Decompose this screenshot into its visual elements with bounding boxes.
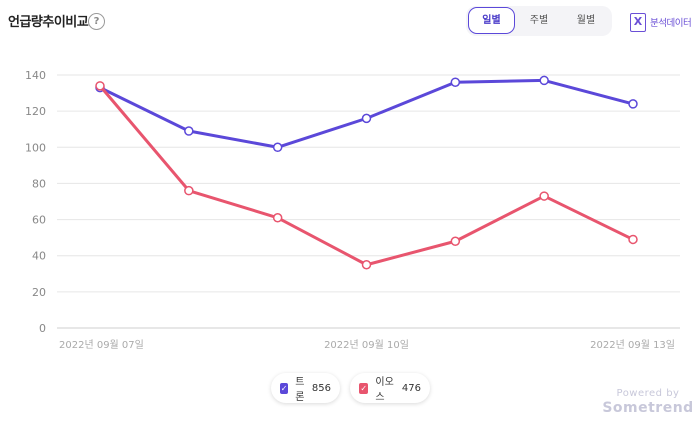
checkbox-icon: ✓ [280, 382, 289, 394]
data-point [272, 142, 283, 153]
brand-name: Sometrend [602, 400, 694, 416]
y-tick-label: 100 [25, 141, 46, 154]
analysis-data-label: 분석데이터 [650, 18, 692, 29]
period-tabs: 일별 주별 월별 [466, 6, 612, 36]
data-point [184, 185, 194, 196]
data-point [361, 260, 372, 270]
legend-item-tron[interactable]: ✓ 트론 856 [271, 373, 340, 403]
tab-weekly[interactable]: 주별 [529, 15, 549, 26]
y-tick-label: 140 [25, 69, 46, 82]
y-tick-label: 60 [32, 214, 46, 227]
chart-header: 언급량추이비교 ? 일별 주별 월별 X 분석데이터 [0, 0, 700, 44]
x-tick-label: 2022년 09월 07일 [59, 339, 144, 351]
checkbox-icon: ✓ [359, 382, 369, 394]
page-title: 언급량추이비교 [8, 15, 89, 30]
tab-monthly[interactable]: 월별 [576, 15, 596, 26]
series-line [98, 84, 635, 267]
y-tick-label: 120 [25, 105, 46, 118]
x-tick-label: 2022년 09월 13일 [590, 339, 675, 351]
data-point [361, 113, 372, 124]
y-axis: 0 20 40 60 80 100 120 140 [25, 69, 46, 335]
help-icon[interactable]: ? [88, 13, 105, 30]
legend-count: 856 [311, 382, 331, 394]
data-point [450, 236, 461, 247]
data-point [628, 234, 638, 245]
tab-daily[interactable]: 일별 [468, 7, 515, 34]
series-0 [95, 75, 638, 153]
legend-name: 이오스 [375, 377, 394, 403]
excel-icon: X [630, 12, 646, 32]
y-tick-label: 40 [32, 250, 46, 263]
y-tick-label: 20 [32, 286, 46, 299]
data-point [272, 213, 283, 223]
data-point [450, 77, 461, 87]
legend: ✓ 트론 856 ✓ 이오스 476 [0, 373, 700, 407]
series [95, 75, 638, 270]
data-point [539, 191, 549, 201]
powered-by-logo: Powered by Sometrend [598, 388, 698, 416]
y-tick-label: 0 [39, 322, 46, 335]
analysis-data-button[interactable]: X 분석데이터 [630, 11, 692, 33]
data-point [628, 99, 638, 109]
data-point [539, 75, 549, 86]
y-tick-label: 80 [32, 177, 46, 190]
data-point [95, 81, 105, 91]
legend-item-eos[interactable]: ✓ 이오스 476 [350, 373, 430, 403]
legend-name: 트론 [295, 377, 305, 403]
legend-count: 476 [401, 382, 421, 394]
x-tick-label: 2022년 09월 10일 [324, 339, 409, 351]
series-1 [95, 81, 638, 270]
powered-by-text: Powered by [616, 388, 680, 399]
data-point [184, 126, 194, 136]
x-axis: 2022년 09월 07일 2022년 09월 10일 2022년 09월 13일 [59, 339, 675, 351]
grid [57, 74, 680, 329]
